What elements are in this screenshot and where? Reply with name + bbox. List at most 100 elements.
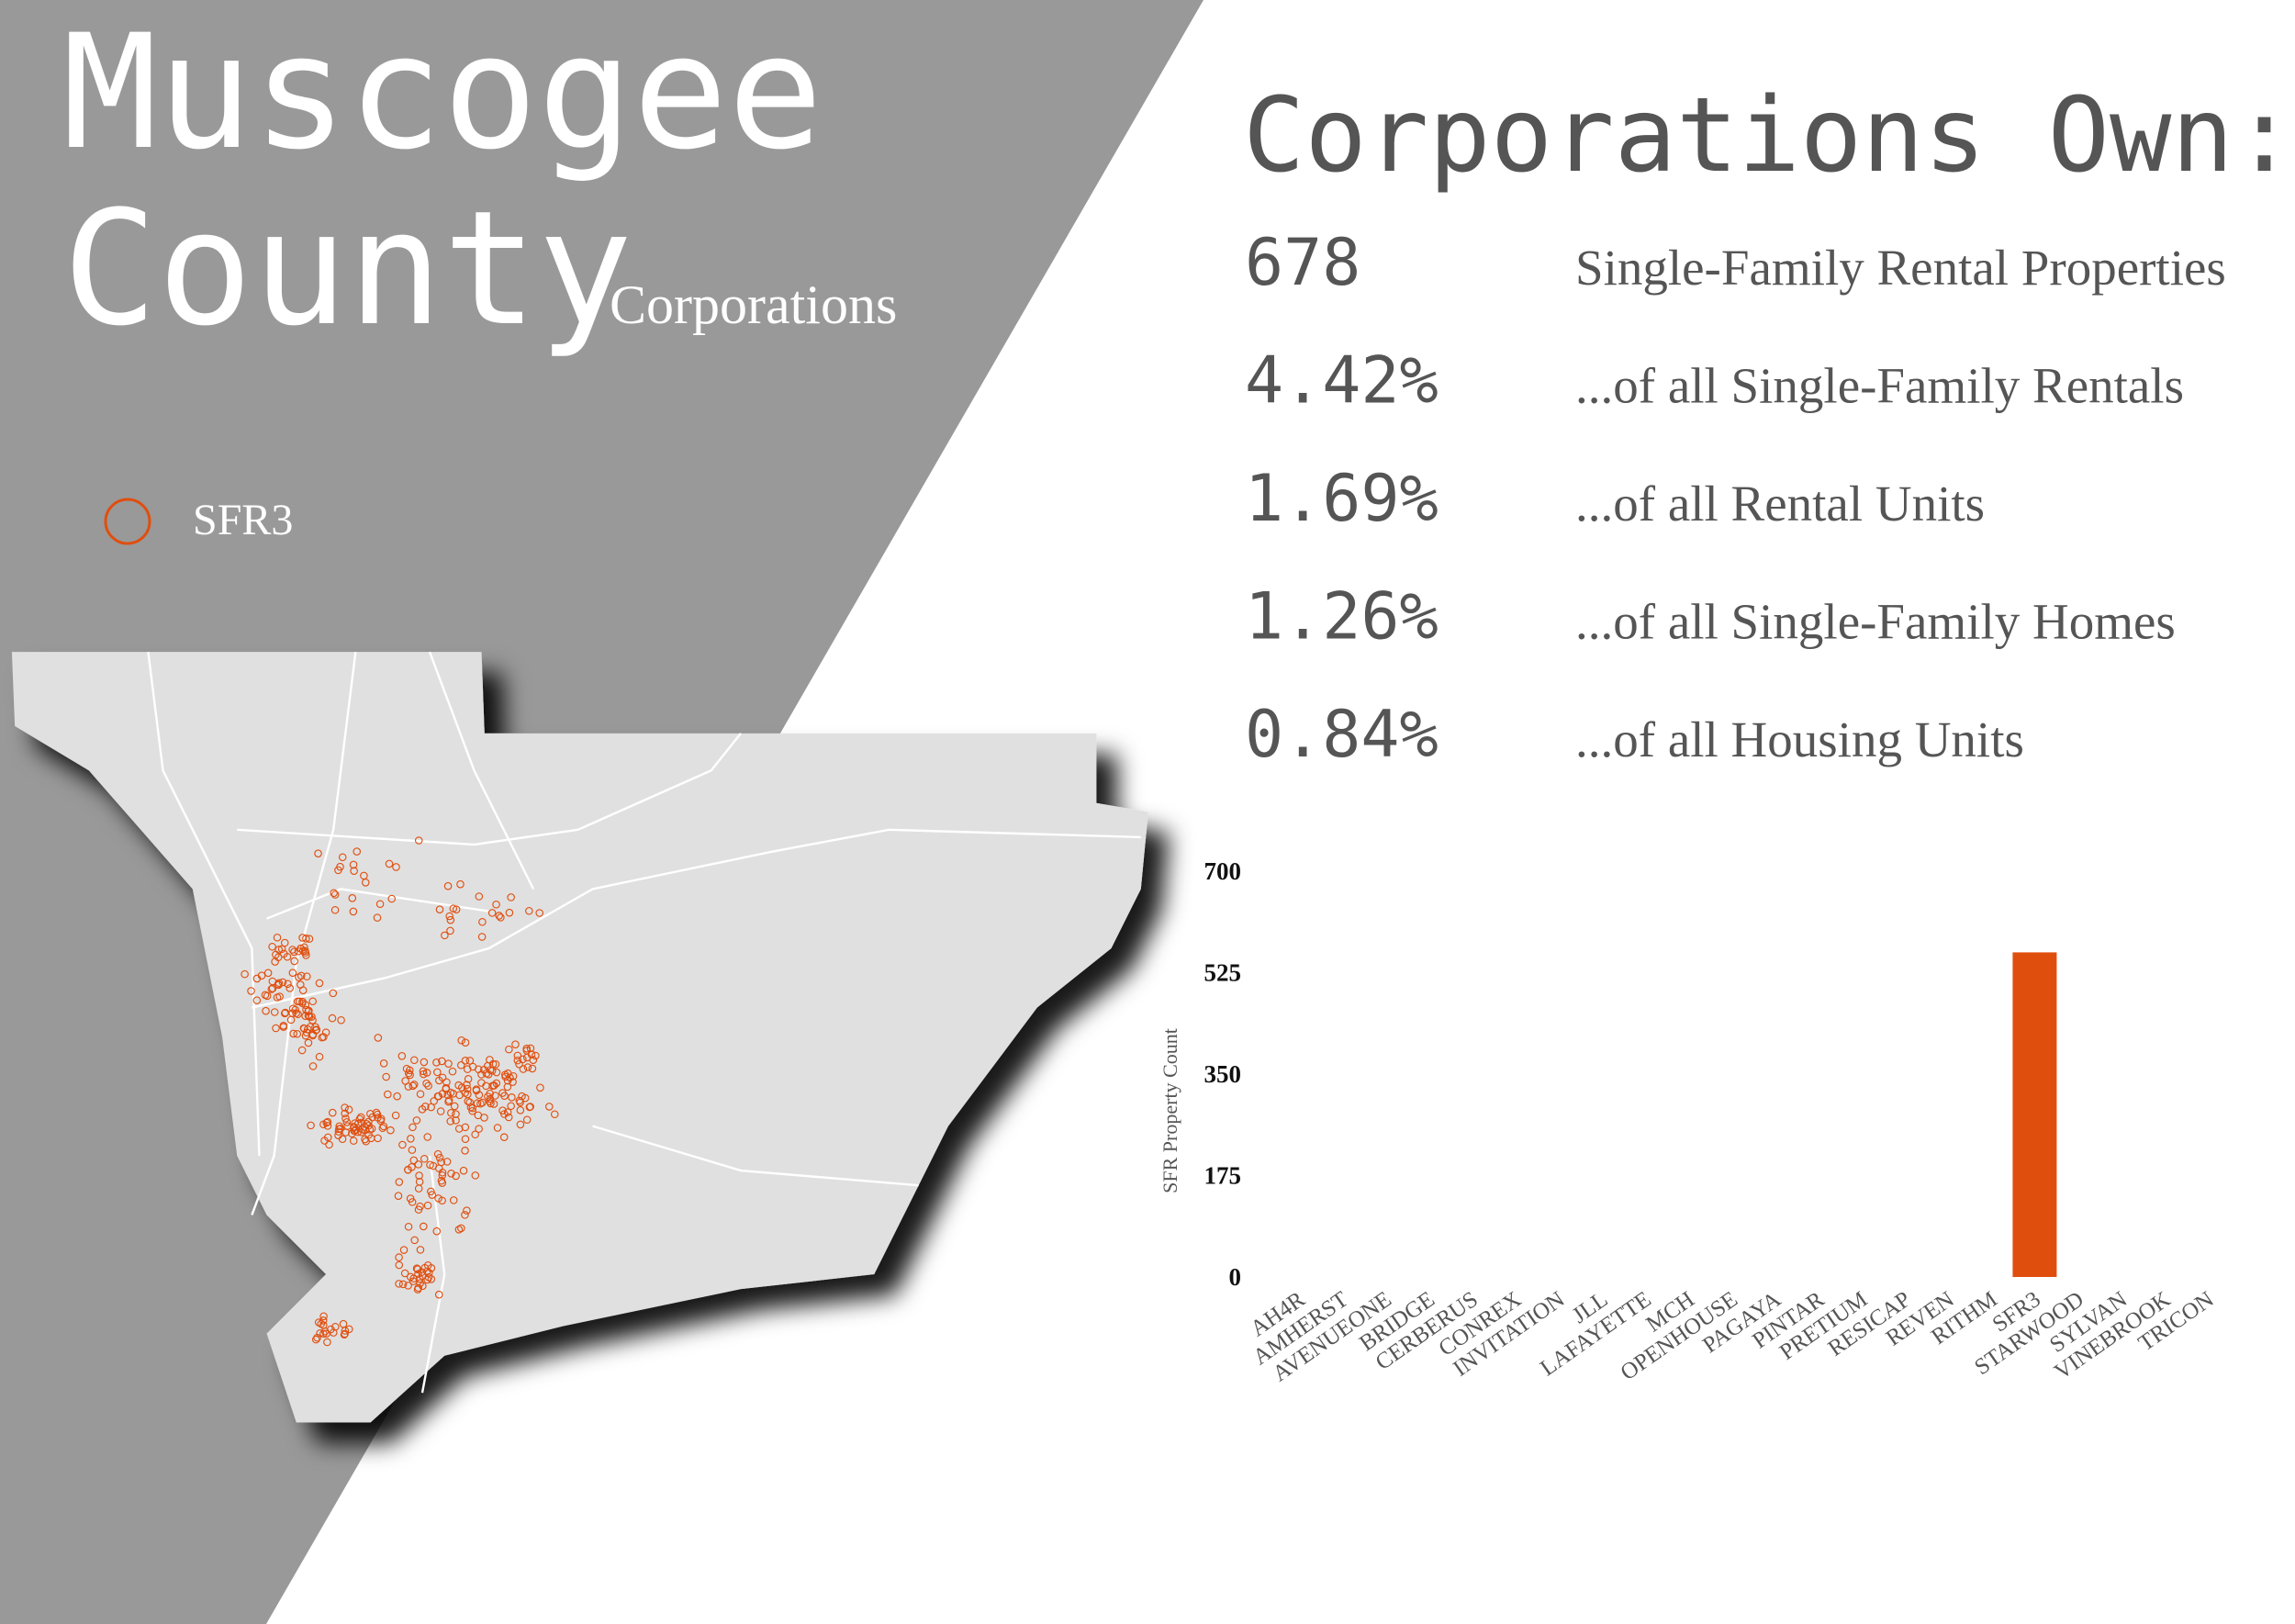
property-point — [478, 917, 487, 926]
property-point — [410, 1056, 419, 1065]
property-point — [357, 1118, 365, 1127]
property-point — [430, 1097, 438, 1105]
property-point — [304, 1012, 313, 1020]
property-point — [434, 1290, 443, 1299]
property-point — [291, 1005, 299, 1014]
property-point — [404, 1282, 412, 1290]
property-point — [441, 931, 449, 940]
property-point — [298, 934, 307, 942]
property-point — [492, 1079, 501, 1088]
property-point — [365, 1126, 375, 1134]
property-point — [474, 1065, 483, 1074]
property-point — [407, 1135, 415, 1143]
stats-title: Corporations Own: — [1243, 76, 2295, 196]
property-point — [507, 1102, 515, 1111]
property-point — [298, 997, 307, 1006]
property-point — [503, 1108, 512, 1116]
property-point — [522, 1053, 532, 1062]
property-point — [404, 1069, 413, 1078]
property-point — [274, 979, 284, 988]
property-point — [313, 1333, 321, 1342]
property-point — [293, 1029, 302, 1038]
y-tick-label: 700 — [1204, 857, 1242, 885]
property-point — [471, 1130, 479, 1139]
property-point — [513, 1051, 522, 1060]
property-point — [420, 1070, 428, 1079]
property-point — [373, 913, 382, 922]
stat-value: 1.69% — [1245, 461, 1439, 536]
property-point — [272, 1024, 280, 1033]
stat-label: ...of all Rental Units — [1575, 476, 1985, 532]
property-point — [261, 991, 270, 1000]
property-point — [297, 944, 305, 953]
property-point — [270, 1008, 279, 1016]
property-point — [301, 1031, 310, 1040]
property-point — [433, 1149, 442, 1159]
property-point — [454, 1226, 464, 1234]
property-point — [285, 984, 295, 992]
property-point — [452, 1110, 460, 1118]
property-point — [424, 1081, 432, 1091]
property-point — [486, 1097, 494, 1105]
property-point — [385, 859, 394, 868]
property-point — [449, 1090, 457, 1098]
property-point — [433, 1068, 442, 1077]
property-point — [415, 1171, 423, 1180]
property-point — [442, 1084, 451, 1093]
property-point — [416, 1202, 424, 1211]
property-point — [492, 1068, 501, 1077]
stat-label: ...of all Housing Units — [1575, 711, 2024, 767]
property-point — [415, 1177, 424, 1186]
property-point — [348, 894, 357, 902]
property-point — [416, 1090, 425, 1099]
property-point — [284, 980, 292, 989]
property-point — [341, 1114, 350, 1123]
property-point — [461, 1057, 470, 1065]
property-point — [395, 1260, 404, 1270]
property-point — [419, 1067, 428, 1076]
property-point — [297, 1046, 307, 1055]
property-point — [295, 997, 304, 1006]
property-point — [353, 1119, 363, 1128]
property-point — [290, 947, 298, 957]
property-point — [315, 979, 324, 988]
property-point — [434, 1194, 442, 1203]
property-point — [301, 946, 309, 956]
legend-marker — [104, 498, 151, 545]
property-point — [278, 978, 287, 987]
property-point — [437, 1176, 446, 1185]
property-point — [374, 1114, 382, 1122]
property-point — [438, 1196, 446, 1205]
property-point — [525, 906, 533, 915]
property-point — [311, 1335, 320, 1344]
property-point — [351, 1126, 359, 1135]
y-axis-title: SFR Property Count — [1159, 1028, 1181, 1193]
property-point — [319, 1312, 328, 1321]
property-point — [516, 1120, 525, 1129]
property-point — [505, 1045, 513, 1054]
property-point — [414, 836, 423, 845]
property-point — [274, 946, 283, 954]
property-point — [419, 1282, 427, 1291]
property-point — [471, 1171, 480, 1180]
property-point — [303, 972, 311, 980]
property-point — [461, 1135, 470, 1144]
property-point — [450, 1102, 459, 1111]
property-point — [368, 1113, 376, 1122]
property-point — [523, 1063, 532, 1071]
property-point — [394, 1192, 403, 1200]
property-point — [438, 1057, 446, 1066]
property-point — [384, 1090, 392, 1099]
property-point — [422, 1069, 431, 1077]
property-point — [434, 1092, 442, 1101]
property-point — [404, 1165, 412, 1174]
property-point — [372, 1108, 381, 1117]
property-point — [463, 1206, 471, 1215]
property-point — [423, 1201, 432, 1210]
property-point — [283, 952, 292, 961]
property-point — [334, 866, 342, 875]
property-point — [501, 1070, 509, 1080]
title-line: County — [62, 176, 633, 361]
property-point — [350, 867, 358, 875]
property-point — [412, 1264, 421, 1272]
